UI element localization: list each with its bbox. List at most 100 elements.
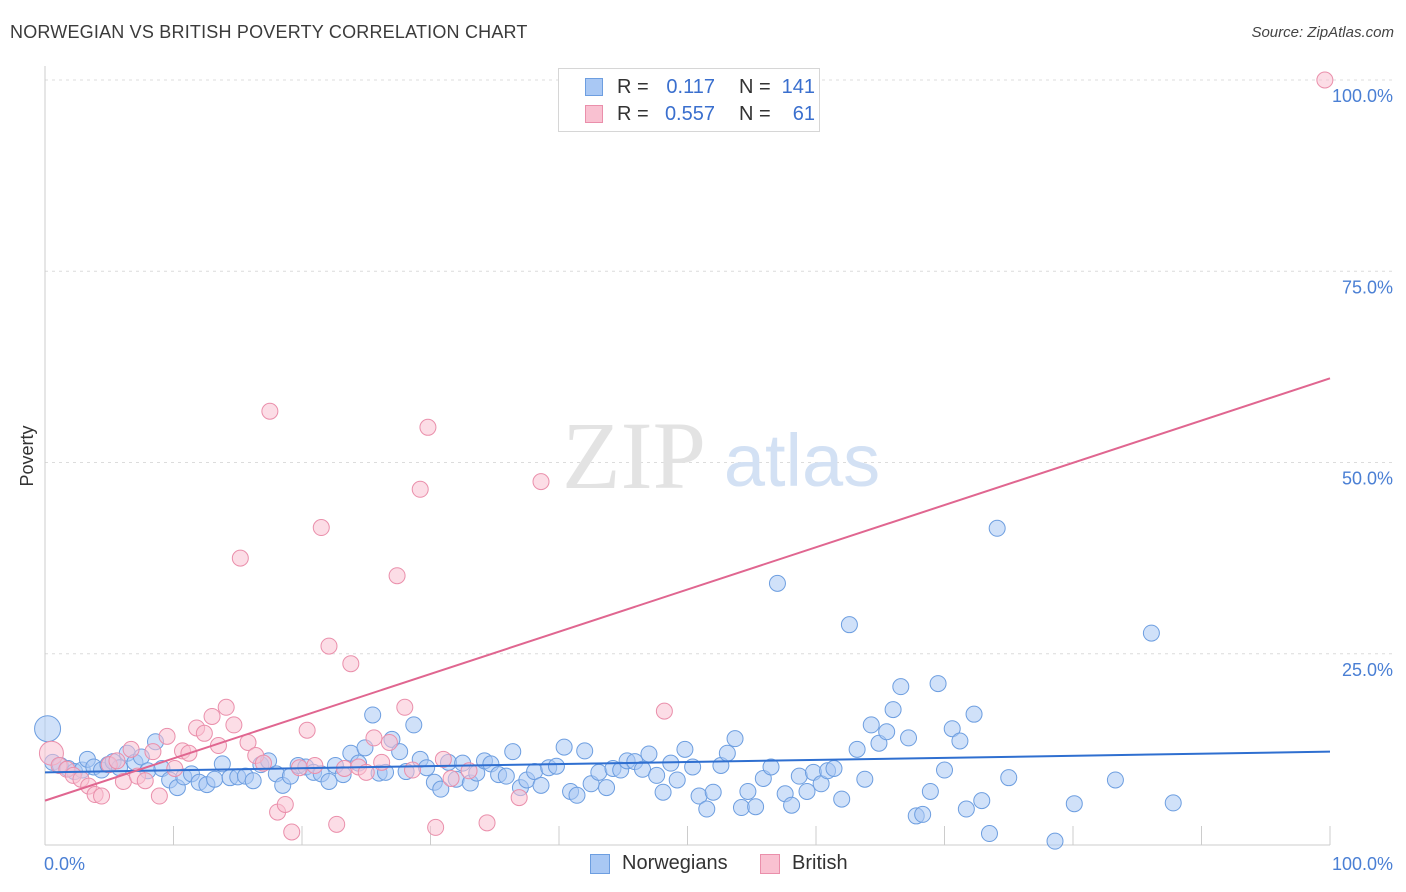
series-legend: Norwegians British bbox=[0, 852, 1406, 878]
point-british-38 bbox=[320, 637, 338, 655]
point-norwegians-39 bbox=[320, 773, 338, 791]
point-norwegians-125 bbox=[936, 761, 953, 779]
legend-n-label: N = bbox=[739, 75, 771, 98]
point-norwegians-69 bbox=[532, 776, 550, 794]
point-norwegians-104 bbox=[783, 796, 801, 814]
point-british-47 bbox=[388, 567, 406, 585]
point-british-32 bbox=[276, 795, 294, 813]
point-norwegians-88 bbox=[668, 771, 686, 789]
legend-swatch-pink bbox=[585, 105, 603, 123]
point-norwegians-129 bbox=[965, 705, 983, 723]
point-british-37 bbox=[312, 519, 330, 537]
point-norwegians-136 bbox=[1106, 771, 1124, 789]
point-norwegians-119 bbox=[892, 678, 910, 696]
correlation-legend: R = 0.117 N = 141 R = 0.557 N = 61 bbox=[558, 68, 820, 132]
legend-swatch-blue bbox=[590, 853, 610, 874]
y-axis-label: Poverty bbox=[17, 425, 37, 486]
point-british-49 bbox=[404, 761, 422, 779]
point-norwegians-118 bbox=[884, 701, 902, 719]
point-norwegians-98 bbox=[739, 782, 757, 800]
legend-r-value: 0.557 bbox=[664, 102, 715, 125]
point-british-21 bbox=[195, 724, 213, 742]
legend-item-norwegians[interactable]: Norwegians bbox=[590, 852, 728, 875]
point-norwegians-96 bbox=[726, 730, 744, 748]
point-norwegians-114 bbox=[856, 770, 874, 788]
point-norwegians-85 bbox=[648, 766, 666, 784]
point-norwegians-24 bbox=[206, 770, 224, 788]
point-british-51 bbox=[419, 418, 437, 436]
point-norwegians-77 bbox=[590, 763, 608, 781]
y-tick-label: 25.0% bbox=[1342, 660, 1393, 680]
point-norwegians-29 bbox=[244, 772, 262, 790]
point-british-33 bbox=[283, 823, 301, 841]
point-british-43 bbox=[357, 763, 375, 781]
point-british-53 bbox=[434, 750, 452, 768]
trend-line-british bbox=[44, 377, 1331, 802]
point-norwegians-130 bbox=[973, 792, 991, 810]
point-british-17 bbox=[166, 760, 184, 777]
point-norwegians-101 bbox=[762, 758, 780, 776]
point-norwegians-83 bbox=[634, 760, 652, 778]
point-norwegians-89 bbox=[676, 740, 694, 758]
point-british-60 bbox=[1316, 71, 1334, 89]
point-british-24 bbox=[217, 698, 235, 716]
point-british-30 bbox=[261, 402, 279, 420]
point-norwegians-132 bbox=[988, 519, 1006, 537]
y-tick-label: 50.0% bbox=[1342, 469, 1393, 489]
point-norwegians-134 bbox=[1046, 832, 1064, 850]
tick-labels: 25.0% 50.0% 75.0% 100.0% 0.0% 100.0% bbox=[44, 86, 1393, 874]
point-british-25 bbox=[225, 716, 243, 734]
point-norwegians-53 bbox=[418, 759, 436, 777]
chart-title: NORWEGIAN VS BRITISH POVERTY CORRELATION… bbox=[10, 22, 528, 42]
point-norwegians-128 bbox=[957, 800, 975, 818]
point-norwegians-78 bbox=[598, 779, 616, 797]
point-norwegians-113 bbox=[848, 740, 866, 758]
point-norwegians-138 bbox=[1164, 794, 1182, 812]
point-british-14 bbox=[144, 743, 162, 761]
legend-label-norwegians: Norwegians bbox=[622, 852, 728, 874]
point-norwegians-137 bbox=[1142, 624, 1160, 642]
legend-item-british[interactable]: British bbox=[760, 852, 848, 875]
point-norwegians-51 bbox=[405, 716, 423, 734]
grid-lines bbox=[45, 79, 1395, 655]
point-british-36 bbox=[306, 756, 324, 774]
point-norwegians-95 bbox=[718, 744, 736, 762]
point-norwegians-122 bbox=[914, 805, 932, 823]
point-british-26 bbox=[231, 549, 249, 567]
point-british-16 bbox=[158, 727, 176, 745]
watermark-zip: ZIP bbox=[562, 402, 706, 509]
point-norwegians-75 bbox=[576, 742, 594, 760]
point-british-52 bbox=[427, 818, 445, 836]
point-british-55 bbox=[460, 762, 478, 780]
point-british-15 bbox=[150, 787, 168, 805]
point-norwegians-112 bbox=[840, 616, 858, 634]
point-norwegians-84 bbox=[640, 745, 658, 763]
point-norwegians-25 bbox=[213, 755, 231, 773]
point-british-44 bbox=[365, 729, 383, 747]
y-tick-label: 100.0% bbox=[1332, 86, 1393, 106]
y-tick-label: 75.0% bbox=[1342, 277, 1393, 297]
point-norwegians-45 bbox=[364, 706, 382, 724]
legend-swatch-pink bbox=[760, 853, 780, 874]
point-norwegians-64 bbox=[497, 767, 515, 785]
point-british-54 bbox=[442, 769, 460, 787]
point-british-7 bbox=[93, 787, 111, 805]
legend-row-norwegians: R = 0.117 N = 141 bbox=[585, 75, 815, 99]
point-british-9 bbox=[108, 752, 126, 770]
legend-n-value: 141 bbox=[781, 75, 815, 98]
point-norwegians-55 bbox=[432, 780, 450, 798]
legend-n-label: N = bbox=[739, 102, 771, 125]
point-norwegians-126 bbox=[943, 720, 961, 738]
point-norwegians-131 bbox=[980, 825, 998, 843]
point-norwegians-97 bbox=[732, 799, 750, 817]
point-norwegians-74 bbox=[568, 786, 586, 804]
x-tick-label: 100.0% bbox=[1332, 854, 1393, 874]
legend-swatch-blue bbox=[585, 78, 603, 96]
point-norwegians-93 bbox=[704, 783, 722, 801]
axes bbox=[44, 66, 1331, 846]
point-british-46 bbox=[380, 733, 398, 751]
point-norwegians-99 bbox=[747, 798, 765, 816]
point-british-59 bbox=[655, 702, 673, 720]
point-british-11 bbox=[122, 740, 140, 758]
watermark: ZIP atlas bbox=[562, 402, 880, 509]
